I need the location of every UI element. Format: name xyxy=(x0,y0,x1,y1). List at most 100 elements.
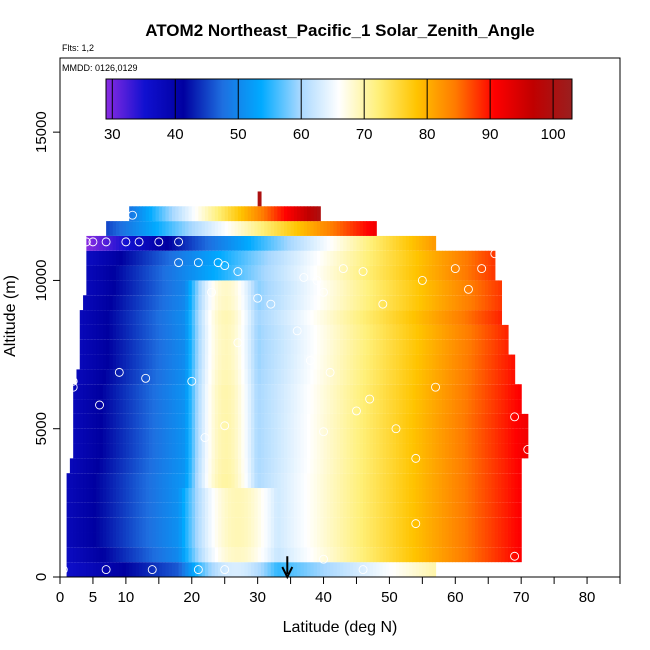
heatmap-cell xyxy=(116,354,120,370)
heatmap-cell xyxy=(112,413,117,429)
heatmap-cell xyxy=(175,488,180,503)
heatmap-cell xyxy=(452,443,456,459)
heatmap-cell xyxy=(234,413,239,429)
heatmap-cell xyxy=(402,562,407,577)
heatmap-cell xyxy=(323,547,328,563)
heatmap-cell xyxy=(168,458,173,474)
heatmap-cell xyxy=(402,473,407,489)
heatmap-cell xyxy=(109,369,114,385)
heatmap-cell xyxy=(284,443,288,459)
heatmap-cell xyxy=(185,206,190,222)
heatmap-cell xyxy=(330,458,335,474)
heatmap-cell xyxy=(419,547,423,563)
heatmap-cell xyxy=(284,206,288,222)
heatmap-cell xyxy=(481,532,486,548)
heatmap-cell xyxy=(478,369,483,385)
heatmap-cell xyxy=(188,443,193,459)
x-tick-label: 60 xyxy=(447,589,464,606)
heatmap-cell xyxy=(284,280,288,296)
heatmap-cell xyxy=(488,488,493,503)
heatmap-cell xyxy=(165,295,170,311)
heatmap-cell xyxy=(284,488,288,503)
heatmap-cell xyxy=(145,250,150,266)
heatmap-cell xyxy=(135,399,140,414)
heatmap-cell xyxy=(452,547,456,563)
heatmap-cell xyxy=(168,399,173,414)
heatmap-cell xyxy=(218,221,223,236)
heatmap-cell xyxy=(422,354,427,370)
heatmap-cell xyxy=(165,339,170,355)
heatmap-cell xyxy=(379,473,384,489)
heatmap-cell xyxy=(119,339,124,355)
heatmap-cell xyxy=(280,443,285,459)
heatmap-cell xyxy=(162,458,167,474)
heatmap-cell xyxy=(336,369,341,385)
heatmap-cell xyxy=(116,502,120,518)
heatmap-cell xyxy=(135,428,140,444)
heatmap-cell xyxy=(175,502,180,518)
heatmap-cell xyxy=(442,354,447,370)
heatmap-cell xyxy=(125,295,130,311)
heatmap-band xyxy=(66,532,522,548)
heatmap-cell xyxy=(494,384,499,400)
heatmap-cell xyxy=(340,235,344,251)
heatmap-cell xyxy=(422,250,427,266)
heatmap-cell xyxy=(86,354,91,370)
heatmap-cell xyxy=(135,369,140,385)
heatmap-cell xyxy=(188,250,193,266)
heatmap-cell xyxy=(287,250,292,266)
heatmap-cell xyxy=(333,399,338,414)
heatmap-cell xyxy=(323,235,328,251)
heatmap-cell xyxy=(382,339,387,355)
sample-point xyxy=(312,275,322,285)
heatmap-cell xyxy=(409,443,414,459)
heatmap-cell xyxy=(152,384,157,400)
heatmap-cell xyxy=(415,547,420,563)
heatmap-cell xyxy=(142,532,147,548)
heatmap-cell xyxy=(119,488,124,503)
heatmap-cell xyxy=(99,310,104,325)
heatmap-cell xyxy=(310,547,315,563)
heatmap-cell xyxy=(333,443,338,459)
heatmap-cell xyxy=(366,250,371,266)
heatmap-cell xyxy=(432,235,437,251)
heatmap-cell xyxy=(504,369,509,385)
heatmap-cell xyxy=(336,339,341,355)
heatmap-cell xyxy=(498,399,503,414)
heatmap-cell xyxy=(316,339,321,355)
heatmap-cell xyxy=(112,324,117,340)
heatmap-cell xyxy=(221,206,226,222)
heatmap-cell xyxy=(389,547,394,563)
heatmap-cell xyxy=(218,517,223,533)
heatmap-cell xyxy=(392,413,397,429)
heatmap-cell xyxy=(396,443,400,459)
heatmap-cell xyxy=(484,532,489,548)
heatmap-cell xyxy=(300,532,305,548)
heatmap-cell xyxy=(178,428,183,444)
heatmap-cell xyxy=(445,428,450,444)
heatmap-cell xyxy=(435,532,440,548)
y-tick-label: 15000 xyxy=(33,111,50,153)
heatmap-cell xyxy=(435,443,440,459)
heatmap-cell xyxy=(168,384,173,400)
heatmap-cell xyxy=(333,547,338,563)
heatmap-cell xyxy=(359,488,364,503)
heatmap-cell xyxy=(504,428,509,444)
heatmap-cell xyxy=(484,443,489,459)
heatmap-cell xyxy=(316,399,321,414)
heatmap-cell xyxy=(145,235,150,251)
sample-point xyxy=(187,376,197,386)
heatmap-cell xyxy=(129,428,134,444)
heatmap-cell xyxy=(106,235,111,251)
heatmap-cell xyxy=(468,295,473,311)
heatmap-cell xyxy=(139,502,143,518)
heatmap-cell xyxy=(310,310,315,325)
heatmap-cell xyxy=(366,280,371,296)
heatmap-cell xyxy=(125,339,130,355)
heatmap-cell xyxy=(267,369,272,385)
heatmap-cell xyxy=(432,265,437,281)
heatmap-cell xyxy=(129,458,134,474)
heatmap-cell xyxy=(204,443,209,459)
heatmap-cell xyxy=(228,473,232,489)
heatmap-cell xyxy=(455,324,460,340)
